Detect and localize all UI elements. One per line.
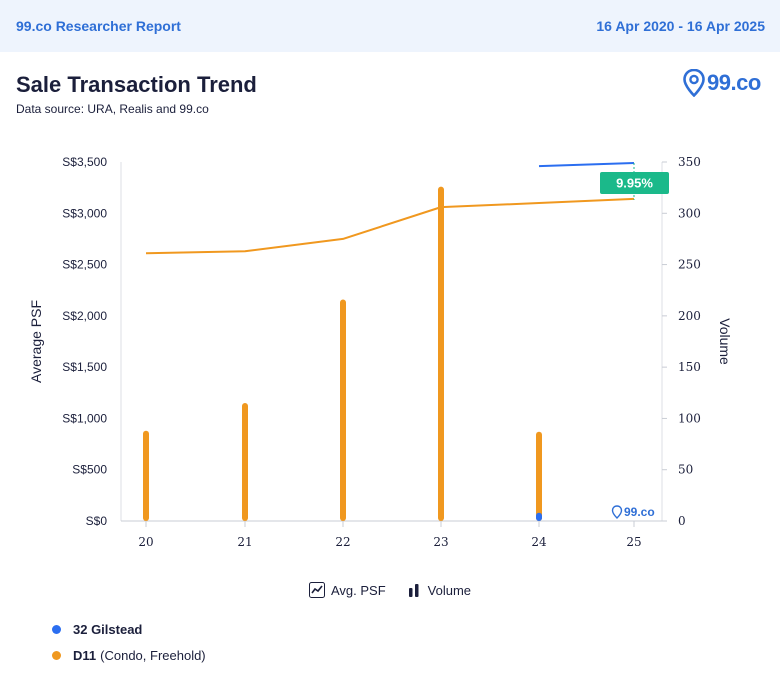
series-name: D11 — [73, 648, 97, 663]
y-tick-label-right: 200 — [678, 309, 701, 323]
legend-avg-psf[interactable]: Avg. PSF — [308, 582, 386, 598]
y-tick-label-right: 150 — [678, 360, 701, 374]
y-tick-label-right: 300 — [678, 206, 701, 220]
y-tick-label-left: S$1,000 — [62, 411, 107, 425]
avg-psf-line — [145, 197, 635, 255]
x-tick-label: 22 — [335, 535, 350, 549]
y-tick-label-left: S$500 — [72, 463, 107, 477]
sale-transaction-chart: S$0 S$500 S$1,000 S$1,500 S$2,000 S$2,500 S$3,… — [28, 155, 733, 549]
legend-volume-label: Volume — [427, 582, 472, 598]
data-source-text: Data source: URA, Realis and 99.co — [16, 102, 209, 116]
x-tick-label: 21 — [237, 535, 252, 549]
line-chart-icon — [308, 582, 325, 598]
y-tick-label-right: 250 — [678, 258, 701, 272]
volume-bar — [340, 299, 346, 521]
y-tick-label-right: 350 — [678, 155, 701, 169]
report-date-range: 16 Apr 2020 - 16 Apr 2025 — [596, 18, 765, 34]
x-tick-label: 24 — [531, 535, 547, 549]
brand-logo-text: 99.co — [707, 70, 761, 95]
y-tick-label-left: S$3,000 — [62, 206, 107, 220]
chart-watermark: 99.co — [611, 505, 655, 519]
brand-logo: 99.co — [683, 69, 761, 97]
y-tick-label-left: S$2,500 — [62, 258, 107, 272]
y-tick-label-left: S$3,500 — [62, 155, 107, 169]
x-tick-label: 23 — [433, 535, 448, 549]
volume-bar — [242, 403, 248, 521]
x-tick-label: 25 — [626, 535, 641, 549]
series-dot — [52, 651, 61, 660]
report-header: 99.co Researcher Report 16 Apr 2020 - 16… — [0, 0, 780, 52]
y-axis-title-right: Volume — [717, 318, 733, 365]
watermark-pin-icon — [611, 505, 623, 519]
volume-bar — [536, 512, 542, 521]
series-name: 32 Gilstead — [73, 622, 143, 637]
y-tick-label-right: 50 — [678, 463, 693, 477]
volume-bar — [143, 430, 149, 521]
y-tick-label-left: S$1,500 — [62, 360, 107, 374]
series-item-gilstead[interactable]: 32 Gilstead — [52, 622, 146, 637]
y-tick-label-right: 0 — [678, 514, 686, 528]
volume-bar — [536, 431, 542, 521]
legend-avg-psf-label: Avg. PSF — [330, 582, 386, 598]
y-axis-title-left: Average PSF — [28, 300, 44, 383]
avg-psf-line — [538, 162, 635, 168]
series-dot — [52, 625, 61, 634]
series-item-d11[interactable]: D11 (Condo, Freehold) — [52, 648, 206, 663]
chart-legend: Avg. PSF Volume — [0, 582, 780, 598]
y-tick-label-left: S$0 — [86, 514, 108, 528]
change-badge — [600, 172, 669, 194]
chart-title: Sale Transaction Trend — [16, 72, 257, 97]
location-pin-icon — [683, 69, 705, 97]
legend-volume[interactable]: Volume — [406, 582, 471, 598]
y-tick-label-right: 100 — [678, 411, 701, 425]
volume-bar — [438, 186, 444, 522]
y-tick-label-left: S$2,000 — [62, 309, 107, 323]
x-tick-label: 20 — [138, 535, 153, 549]
report-title: 99.co Researcher Report — [16, 18, 181, 34]
change-badge-label: 9.95% — [616, 176, 653, 191]
series-detail: (Condo, Freehold) — [100, 648, 206, 663]
bar-chart-icon — [406, 582, 422, 598]
watermark-text: 99.co — [624, 505, 655, 519]
